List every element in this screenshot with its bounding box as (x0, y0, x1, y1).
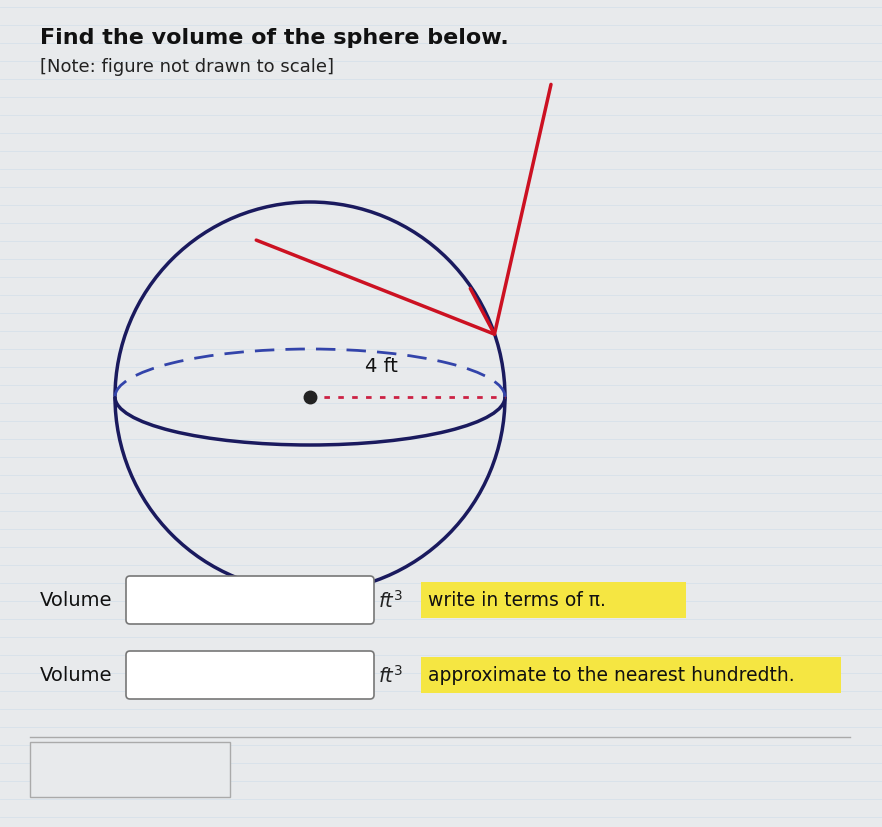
Text: $ft^3$: $ft^3$ (378, 664, 403, 686)
FancyBboxPatch shape (126, 651, 374, 699)
Text: write in terms of π.: write in terms of π. (428, 590, 606, 609)
Text: Find the volume of the sphere below.: Find the volume of the sphere below. (40, 28, 509, 48)
Text: approximate to the nearest hundredth.: approximate to the nearest hundredth. (428, 666, 795, 685)
Text: 4 ft: 4 ft (365, 356, 398, 375)
Text: $ft^3$: $ft^3$ (378, 590, 403, 611)
Text: [Note: figure not drawn to scale]: [Note: figure not drawn to scale] (40, 58, 334, 76)
FancyBboxPatch shape (126, 576, 374, 624)
Text: Volume: Volume (40, 666, 113, 685)
FancyBboxPatch shape (421, 582, 686, 619)
FancyBboxPatch shape (421, 657, 841, 693)
FancyBboxPatch shape (30, 742, 230, 797)
Text: Volume: Volume (40, 590, 113, 609)
